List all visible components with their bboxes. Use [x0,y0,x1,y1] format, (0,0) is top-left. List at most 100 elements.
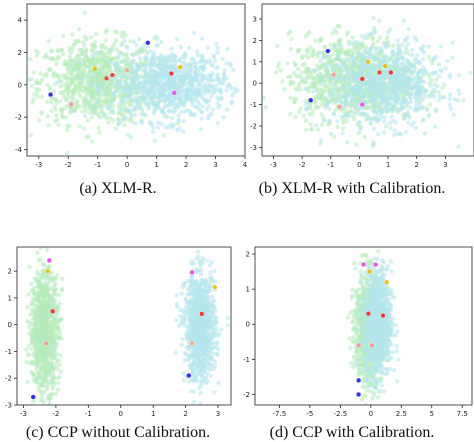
cloud-point [198,272,204,277]
cloud-point [48,396,53,402]
cloud-point [51,89,57,94]
cloud-point [413,125,419,131]
cloud-point [362,95,367,101]
cloud-point [119,50,124,56]
cloud-point [373,118,379,123]
cloud-point [52,288,58,293]
cloud-point [411,69,417,74]
cloud-point [39,110,44,115]
cloud-point [468,70,473,76]
cloud-point [276,61,281,66]
cloud-point [120,59,125,64]
cloud-point [110,76,116,82]
cloud-point [371,57,376,62]
cloud-point [414,38,419,43]
cloud-point [49,392,54,397]
cloud-point [351,116,357,122]
cloud-point [202,369,208,374]
cloud-point [27,264,32,270]
cloud-point [114,85,120,90]
cloud-point [346,58,351,64]
cloud-point [350,35,355,40]
cloud-point [85,81,91,86]
cloud-point [38,257,43,262]
cloud-point [381,119,387,124]
cloud-point [80,47,85,53]
cloud-point [181,129,186,134]
cloud-point [30,100,35,105]
cloud-point [378,102,383,107]
cloud-point [336,43,341,48]
cloud-point [106,106,112,111]
cloud-point [49,100,54,105]
cloud-point [361,71,366,76]
cloud-point [95,85,100,91]
cloud-point [151,124,156,130]
cloud-point [406,26,411,32]
cloud-point [106,82,111,88]
cloud-point [318,141,323,146]
cloud-point [362,134,367,140]
cloud-point [393,78,399,83]
cloud-point [433,69,439,75]
cloud-point [101,99,106,104]
cloud-point [29,281,34,286]
cloud-point [27,324,32,329]
cloud-point [456,144,461,149]
cloud-point [117,69,123,74]
cloud-point [109,80,114,85]
cloud-point [29,76,34,82]
cloud-point [389,94,394,100]
cloud-point [109,100,114,105]
cloud-point [393,52,398,57]
cloud-point [377,63,383,69]
cloud-point [395,132,400,137]
cloud-point [97,77,103,83]
cloud-point [27,360,32,366]
cloud-point [57,76,62,81]
highlight-point [171,90,177,96]
cloud-point [350,98,355,103]
cloud-point [405,42,411,47]
cloud-point [122,123,127,128]
cloud-point [37,388,42,393]
cloud-point [349,48,354,53]
cloud-point [34,306,40,311]
cloud-point [210,91,215,96]
cloud-point [191,30,196,36]
cloud-point [344,118,349,124]
cloud-point [191,84,196,89]
cloud-point [358,127,363,132]
cloud-point [344,75,350,80]
cloud-point [51,354,56,359]
cloud-point [81,39,86,45]
cloud-point [331,82,336,87]
cloud-point [166,54,172,59]
cloud-point [78,68,83,74]
cloud-point [71,76,76,81]
cloud-point [91,62,96,67]
cloud-point [303,127,309,133]
cloud-point [211,298,216,303]
cloud-point [35,373,41,379]
cloud-point [83,96,88,101]
cloud-point [65,127,70,133]
cloud-point [32,291,37,296]
cloud-point [40,321,45,326]
cloud-point [178,307,183,313]
cloud-point [25,305,30,310]
cloud-point [80,79,86,84]
y-tick-label: 2 [18,49,22,57]
cloud-point [136,88,141,94]
cloud-point [422,94,428,99]
cloud-point [381,92,387,98]
cloud-point [195,53,201,58]
cloud-point [378,35,383,40]
panel-b-points [262,16,473,149]
cloud-point [397,68,402,74]
cloud-point [53,323,58,328]
cloud-point [37,382,42,387]
cloud-point [346,85,352,90]
cloud-point [323,105,328,110]
cloud-point [371,41,376,46]
